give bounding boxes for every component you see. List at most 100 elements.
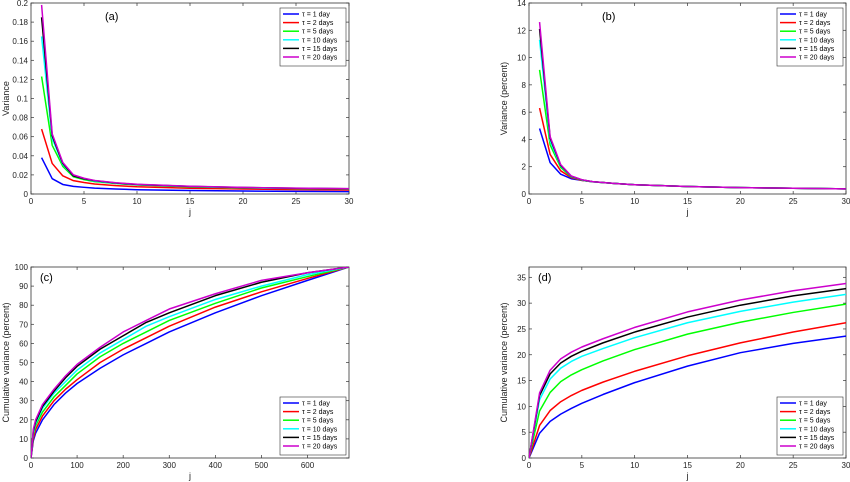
y-tick-label: 4 xyxy=(522,135,527,144)
y-tick-label: 0.12 xyxy=(12,75,28,84)
legend-entry: τ = 2 days xyxy=(799,409,831,416)
series-line-6 xyxy=(529,282,846,458)
y-tick-label: 35 xyxy=(517,273,526,282)
panel-b: 0 5 10 15 20 25 30 0 2 4 6 8 10 12 14 j Variance (percen… xyxy=(499,0,850,217)
y-tick-label: 0.08 xyxy=(12,114,28,123)
series-line-6 xyxy=(31,267,349,458)
series-line-2 xyxy=(529,322,846,458)
series-line-5 xyxy=(529,287,846,458)
x-tick-label: 0 xyxy=(29,461,34,470)
x-tick-label: 15 xyxy=(186,197,195,206)
y-tick-label: 30 xyxy=(19,397,28,406)
legend-entry: τ = 15 days xyxy=(302,435,338,442)
y-tick-label: 0.18 xyxy=(12,18,28,27)
series-line-3 xyxy=(529,303,846,458)
x-axis-label: j xyxy=(188,207,191,217)
y-tick-label: 0.04 xyxy=(12,152,28,161)
y-tick-label: 0.06 xyxy=(12,133,28,142)
legend-entry: τ = 5 days xyxy=(799,418,831,425)
legend-entry: τ = 1 day xyxy=(799,12,827,19)
panel-d: 0 5 10 15 20 25 30 0 5 10 15 20 25 30 35 j Cumulative va… xyxy=(499,266,850,481)
legend-entry: τ = 10 days xyxy=(302,37,338,44)
x-tick-label: 10 xyxy=(133,197,142,206)
y-tick-label: 6 xyxy=(522,108,527,117)
y-tick-label: 60 xyxy=(19,339,28,348)
x-tick-label: 30 xyxy=(842,461,850,470)
y-tick-label: 0.2 xyxy=(17,0,29,8)
x-tick-label: 300 xyxy=(163,461,177,470)
y-tick-label: 2 xyxy=(522,163,527,172)
y-tick-label: 14 xyxy=(517,0,526,8)
x-tick-label: 5 xyxy=(580,461,585,470)
series-lines xyxy=(538,22,846,190)
x-axis-label: j xyxy=(188,471,191,481)
x-tick-label: 500 xyxy=(255,461,269,470)
series-line-2 xyxy=(40,128,349,191)
x-tick-label: 0 xyxy=(527,197,532,206)
x-tick-label: 30 xyxy=(842,197,850,206)
y-axis-label: Cumulative variance (percent) xyxy=(499,302,509,422)
x-tick-label: 15 xyxy=(683,197,692,206)
legend-entry: τ = 20 days xyxy=(799,444,835,451)
y-tick-label: 70 xyxy=(19,320,28,329)
x-tick-label: 5 xyxy=(82,197,87,206)
y-tick-label: 20 xyxy=(517,351,526,360)
y-tick-label: 0.16 xyxy=(12,37,28,46)
legend-entry: τ = 10 days xyxy=(799,37,835,44)
y-tick-label: 40 xyxy=(19,378,28,387)
x-tick-label: 20 xyxy=(239,197,248,206)
series-line-4 xyxy=(529,293,846,458)
y-tick-label: 0 xyxy=(24,454,29,463)
y-tick-label: 0.02 xyxy=(12,171,28,180)
y-tick-label: 10 xyxy=(517,402,526,411)
y-tick-label: 15 xyxy=(517,377,526,386)
legend-entry: τ = 5 days xyxy=(302,418,334,425)
y-tick-label: 0 xyxy=(522,190,527,199)
x-tick-label: 15 xyxy=(683,461,692,470)
legend-entry: τ = 15 days xyxy=(302,46,338,53)
series-line-6 xyxy=(40,4,349,190)
y-tick-label: 10 xyxy=(517,54,526,63)
legend-entry: τ = 2 days xyxy=(799,20,831,27)
x-tick-label: 30 xyxy=(345,197,354,206)
y-axis-label: Cumulative variance (percent) xyxy=(1,302,11,422)
x-tick-label: 600 xyxy=(301,461,315,470)
panel-label: (b) xyxy=(602,11,615,23)
series-line-4 xyxy=(31,267,349,458)
series-line-6 xyxy=(538,22,846,190)
x-tick-label: 400 xyxy=(209,461,223,470)
legend-entry: τ = 15 days xyxy=(799,435,835,442)
x-tick-label: 20 xyxy=(736,197,745,206)
y-tick-label: 50 xyxy=(19,359,28,368)
legend-entry: τ = 2 days xyxy=(302,20,334,27)
legend-entry: τ = 2 days xyxy=(302,409,334,416)
series-line-1 xyxy=(31,267,349,458)
x-tick-label: 200 xyxy=(116,461,130,470)
panel-label: (a) xyxy=(105,11,118,23)
series-line-1 xyxy=(40,157,349,193)
legend-entry: τ = 20 days xyxy=(302,444,338,451)
legend-entry: τ = 5 days xyxy=(799,29,831,36)
series-line-1 xyxy=(529,335,846,458)
y-tick-label: 0 xyxy=(522,454,527,463)
series-line-5 xyxy=(31,267,349,458)
x-tick-label: 0 xyxy=(527,461,532,470)
x-tick-label: 0 xyxy=(29,197,34,206)
y-tick-label: 10 xyxy=(19,435,28,444)
x-tick-label: 10 xyxy=(630,461,639,470)
x-tick-label: 10 xyxy=(630,197,639,206)
y-tick-label: 30 xyxy=(517,299,526,308)
y-tick-label: 25 xyxy=(517,325,526,334)
series-line-3 xyxy=(31,267,349,458)
legend-entry: τ = 1 day xyxy=(799,401,827,408)
y-tick-label: 90 xyxy=(19,282,28,291)
y-tick-label: 12 xyxy=(517,26,526,35)
y-tick-label: 0 xyxy=(24,190,29,199)
x-axis-label: j xyxy=(686,207,689,217)
legend-entry: τ = 5 days xyxy=(302,29,334,36)
y-tick-label: 0.1 xyxy=(17,95,29,104)
panel-a: 0 5 10 15 20 25 30 0 0.02 0.04 0.06 0.08 0.1 0.12 0.14… xyxy=(1,0,354,217)
